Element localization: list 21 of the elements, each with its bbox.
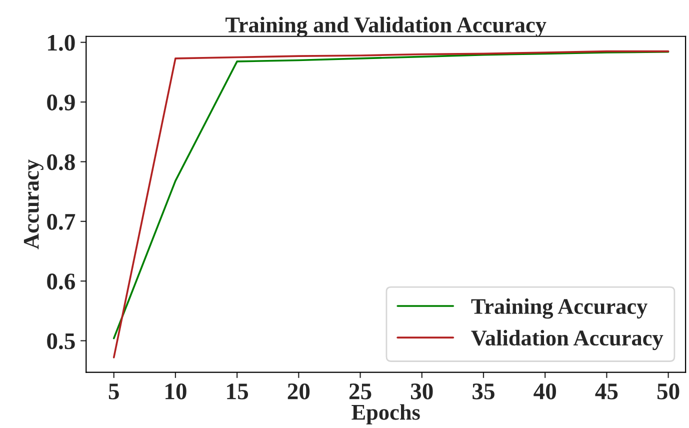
y-tick-label: 1.0 <box>48 34 75 51</box>
x-tick-label: 45 <box>595 384 618 400</box>
x-tick-label: 10 <box>166 383 186 400</box>
x-tick-label: 15 <box>227 384 248 400</box>
x-tick-label: 35 <box>472 384 494 400</box>
y-axis-title: Accuracy <box>24 160 44 250</box>
x-tick-label: 30 <box>410 383 433 400</box>
x-tick-label: 50 <box>657 383 680 400</box>
legend-label: Validation Accuracy <box>471 330 664 350</box>
y-tick-label: 0.8 <box>47 154 75 170</box>
y-tick-label: 0.6 <box>47 274 76 290</box>
legend-label: Training Accuracy <box>471 298 648 319</box>
y-tick-label: 0.5 <box>47 333 75 350</box>
x-axis-title: Epochs <box>352 404 420 424</box>
x-tick-label: 25 <box>349 384 372 400</box>
y-tick-label: 0.7 <box>47 214 76 230</box>
chart-title: Training and Validation Accuracy <box>226 16 546 38</box>
x-tick-label: 20 <box>288 383 310 400</box>
x-tick-label: 5 <box>108 384 119 400</box>
x-tick-label: 40 <box>534 383 556 400</box>
y-tick-label: 0.9 <box>47 94 75 111</box>
